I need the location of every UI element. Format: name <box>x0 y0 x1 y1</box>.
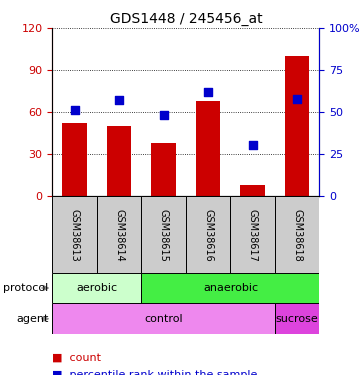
Text: protocol: protocol <box>4 283 49 293</box>
Point <box>205 89 211 95</box>
Bar <box>275 303 319 334</box>
Text: agent: agent <box>16 314 49 324</box>
Text: sucrose: sucrose <box>276 314 319 324</box>
Text: aerobic: aerobic <box>76 283 117 293</box>
Text: ■  count: ■ count <box>52 353 101 363</box>
Bar <box>275 196 319 273</box>
Point <box>116 97 122 103</box>
Bar <box>240 184 265 196</box>
Text: GSM38616: GSM38616 <box>203 209 213 262</box>
Bar <box>196 101 221 196</box>
Bar <box>285 56 309 196</box>
Text: GSM38614: GSM38614 <box>114 209 124 262</box>
Text: ■  percentile rank within the sample: ■ percentile rank within the sample <box>52 370 258 375</box>
Text: anaerobic: anaerobic <box>203 283 258 293</box>
Text: GSM38617: GSM38617 <box>248 209 258 262</box>
Bar <box>142 273 319 303</box>
Text: control: control <box>144 314 183 324</box>
Bar <box>62 123 87 196</box>
Bar <box>230 196 275 273</box>
Title: GDS1448 / 245456_at: GDS1448 / 245456_at <box>110 12 262 26</box>
Text: GSM38618: GSM38618 <box>292 209 302 262</box>
Text: GSM38613: GSM38613 <box>70 209 80 262</box>
Bar <box>186 196 230 273</box>
Bar <box>142 196 186 273</box>
Text: GSM38615: GSM38615 <box>158 209 169 262</box>
Bar <box>52 273 142 303</box>
Bar <box>52 196 97 273</box>
Bar <box>151 142 176 196</box>
Point <box>161 112 166 118</box>
Bar <box>52 303 275 334</box>
Bar <box>107 126 131 196</box>
Point <box>250 142 256 148</box>
Bar <box>97 196 142 273</box>
Point <box>72 107 78 113</box>
Point <box>294 96 300 102</box>
